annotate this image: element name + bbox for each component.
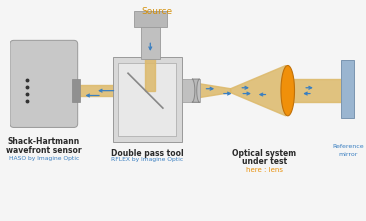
Text: wavefront sensor: wavefront sensor bbox=[6, 146, 82, 155]
Polygon shape bbox=[286, 79, 344, 102]
FancyBboxPatch shape bbox=[10, 40, 78, 128]
Polygon shape bbox=[142, 25, 159, 44]
Bar bbox=[134, 11, 167, 27]
Bar bbox=[182, 79, 199, 102]
Polygon shape bbox=[76, 85, 128, 96]
Text: under test: under test bbox=[242, 157, 287, 166]
Text: HASO by Imagine Optic: HASO by Imagine Optic bbox=[9, 156, 79, 160]
Text: Source: Source bbox=[142, 8, 173, 16]
Text: Shack-Hartmann: Shack-Hartmann bbox=[8, 137, 80, 146]
Text: Double pass tool: Double pass tool bbox=[111, 149, 184, 158]
Bar bbox=[141, 25, 160, 59]
Polygon shape bbox=[192, 79, 199, 102]
Text: Optical system: Optical system bbox=[232, 149, 296, 158]
Bar bbox=[118, 63, 176, 136]
Bar bbox=[112, 57, 182, 142]
Text: Reference: Reference bbox=[332, 144, 363, 149]
Text: RFLEX by Imagine Optic: RFLEX by Imagine Optic bbox=[111, 157, 183, 162]
Polygon shape bbox=[231, 65, 286, 116]
Polygon shape bbox=[281, 65, 295, 116]
Polygon shape bbox=[182, 81, 231, 100]
Bar bbox=[72, 79, 80, 102]
Text: mirror: mirror bbox=[338, 152, 358, 157]
Text: here : lens: here : lens bbox=[246, 167, 283, 173]
Bar bbox=[341, 60, 354, 118]
Polygon shape bbox=[145, 44, 155, 91]
